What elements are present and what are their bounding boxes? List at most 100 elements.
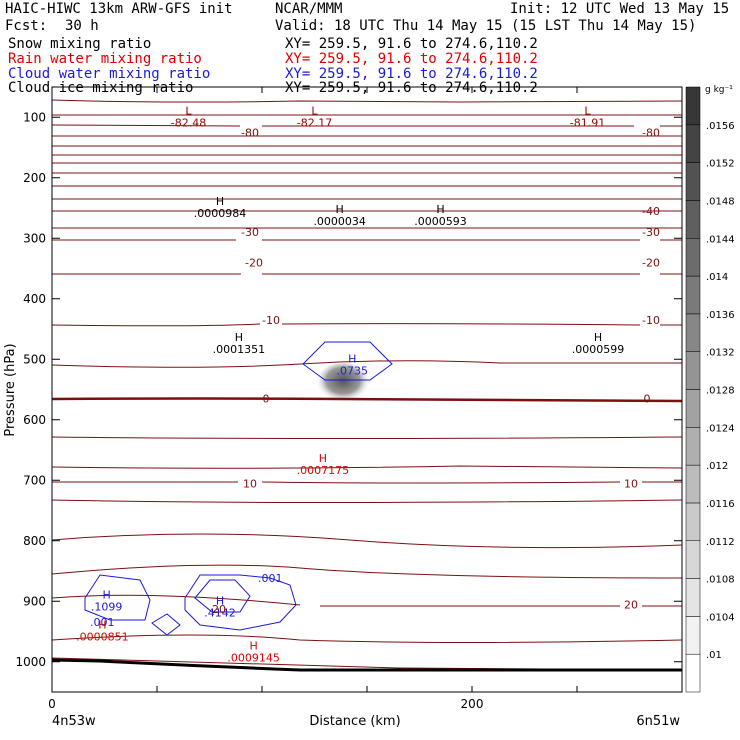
- colorbar-segment: [685, 464, 701, 504]
- extremum-value: .0009145: [227, 652, 280, 665]
- x-axis: 0 200: [48, 87, 683, 711]
- colorbar-segment: [685, 427, 701, 466]
- extremum-marker: L: [584, 104, 591, 117]
- forecast-hour: 30 h: [65, 18, 99, 34]
- extremum-value: -82.48: [171, 116, 206, 129]
- temperature-contour-label: 10: [624, 477, 638, 490]
- colorbar-segment: [685, 616, 701, 655]
- freezing-level-contour: [51, 397, 683, 403]
- colorbar-tick-label: .0116: [706, 499, 735, 510]
- colorbar-tick-label: .0128: [706, 386, 735, 397]
- field-name-snow: Snow mixing ratio: [8, 36, 152, 52]
- y-tick-label: 100: [23, 110, 46, 124]
- y-tick-label: 700: [23, 473, 46, 487]
- temperature-contour-label: -20: [642, 256, 660, 269]
- init-time: Init: 12 UTC Wed 13 May 15: [510, 1, 730, 17]
- extremum-value: .0000599: [572, 343, 625, 356]
- extremum-value: .4142: [204, 606, 236, 619]
- y-tick-label: 200: [23, 171, 46, 185]
- snow-shading: [315, 363, 371, 407]
- colorbar-segment: [685, 502, 701, 541]
- cloud-water-contours: [84, 341, 393, 636]
- x-tick-label: 200: [461, 697, 484, 711]
- extremum-marker: H: [336, 203, 344, 216]
- extremum-value: .0007175: [297, 464, 350, 477]
- field-xy-snow: XY= 259.5, 91.6 to 274.6,110.2: [285, 36, 538, 52]
- colorbar-tick-label: .0152: [706, 159, 735, 170]
- y-tick-label: 300: [23, 231, 46, 245]
- extremum-value: .0000984: [194, 207, 247, 220]
- extremum-value: .0001351: [213, 343, 266, 356]
- colorbar-tick-label: .0144: [706, 234, 735, 245]
- colorbar-segment: [685, 351, 701, 390]
- temperature-contour-label: 20: [212, 603, 226, 616]
- temperature-contour-label: -30: [241, 226, 259, 239]
- temperature-contour-label: -10: [262, 314, 280, 327]
- extremum-value: .0000593: [414, 215, 467, 228]
- extremum-marker: H: [436, 203, 444, 216]
- colorbar-segment: [685, 313, 701, 352]
- extremum-marker: H: [216, 594, 224, 607]
- y-axis-label: Pressure (hPa): [3, 343, 18, 436]
- colorbar-tick-label: .0132: [706, 348, 735, 359]
- colorbar-tick-label: .0108: [706, 575, 735, 586]
- field-xy-rain: XY= 259.5, 91.6 to 274.6,110.2: [285, 51, 538, 67]
- x-endpoint-right: 6n51w: [636, 714, 680, 729]
- extrema-labels: L-82.48L-82.17L-81.91H.0000984 H.0000034H…: [76, 104, 624, 664]
- temperature-contour-label: -80: [241, 126, 259, 139]
- y-tick-label: 1000: [15, 655, 46, 669]
- extremum-value: .0000034: [313, 215, 366, 228]
- extremum-value: .0735: [337, 364, 369, 377]
- extremum-value: -81.91: [570, 116, 605, 129]
- extremum-marker: H: [594, 331, 602, 344]
- temperature-contour-label: -30: [642, 226, 660, 239]
- temperature-contour-label: -20: [245, 256, 263, 269]
- colorbar-tick-label: .0124: [706, 423, 735, 434]
- temperature-contour-label: -80: [642, 126, 660, 139]
- temperature-contour-label: -40: [642, 205, 660, 218]
- colorbar-segment: [685, 162, 701, 201]
- extremum-marker: H: [249, 640, 257, 653]
- colorbar-segment: [685, 124, 701, 163]
- temperature-contours: [51, 99, 683, 671]
- field-name-cloud-ice: Cloud ice mixing ratio: [8, 80, 194, 96]
- run-title: HAIC-HIWC 13km ARW-GFS init: [5, 1, 233, 17]
- extremum-marker: H: [216, 195, 224, 208]
- temperature-contour-label: 0: [263, 393, 270, 406]
- extremum-value: .0000851: [76, 631, 129, 644]
- colorbar-tick-label: .0112: [706, 537, 735, 548]
- temperature-contour-label: 0: [644, 393, 651, 406]
- x-tick-label: 0: [48, 697, 56, 711]
- colorbar-segment: [685, 578, 701, 617]
- colorbar-segment: [685, 540, 701, 579]
- valid-time: Valid: 18 UTC Thu 14 May 15 (15 LST Thu …: [275, 18, 697, 34]
- colorbar-segment: [685, 238, 701, 277]
- x-axis-label: Distance (km): [309, 714, 400, 729]
- extremum-marker: H: [319, 452, 327, 465]
- field-name-rain: Rain water mixing ratio: [8, 51, 202, 67]
- extremum-marker: H: [348, 352, 356, 365]
- field-xy-cloud-ice: XY= 259.5, 91.6 to 274.6,110.2: [285, 80, 538, 96]
- x-endpoint-left: 4n53w: [52, 714, 96, 729]
- colorbar-segment: [685, 275, 701, 315]
- colorbar-tick-label: .0148: [706, 196, 735, 207]
- colorbar-tick-label: .0136: [706, 310, 735, 321]
- temperature-contour-label: 20: [624, 598, 638, 611]
- y-tick-label: 600: [23, 413, 46, 427]
- colorbar-tick-label: .0104: [706, 612, 735, 623]
- colorbar-segment: [685, 200, 701, 239]
- colorbar-segment: [685, 653, 701, 693]
- colorbar: .01 .0104 .0108 .0112 .0116 .012 .0124 .0128 .01…: [685, 85, 735, 693]
- organization-label: NCAR/MMM: [275, 1, 343, 17]
- y-tick-label: 500: [23, 352, 46, 366]
- y-tick-label: 800: [23, 534, 46, 548]
- colorbar-tick-label: .0156: [706, 121, 735, 132]
- temperature-contour-label: -10: [642, 314, 660, 327]
- temperature-contour-label: 10: [243, 477, 257, 490]
- extremum-value: -82.17: [297, 116, 332, 129]
- temperature-labels: -80 -80 -40 -30 -30 -20 -20 -10 -10 0 0 10 10 20: [241, 126, 660, 611]
- field-name-cloud-water: Cloud water mixing ratio: [8, 66, 211, 82]
- y-tick-label: 900: [23, 594, 46, 608]
- extremum-marker: L: [311, 104, 318, 117]
- terrain-line: [51, 658, 682, 672]
